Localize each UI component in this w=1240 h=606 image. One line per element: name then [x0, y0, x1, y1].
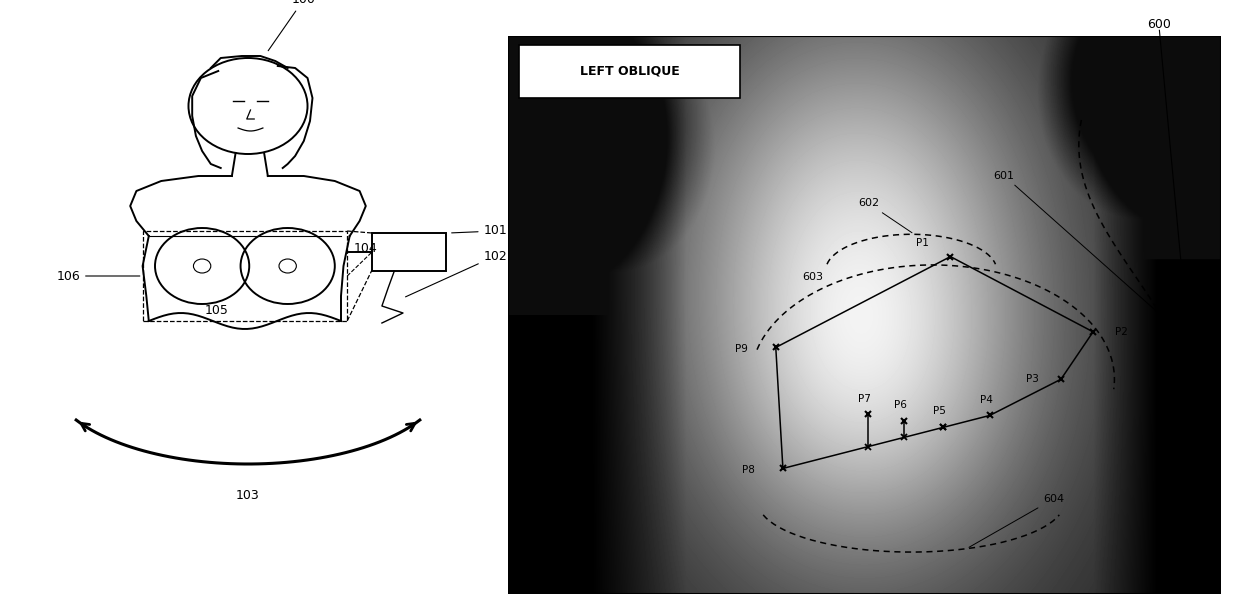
- Bar: [372, 233, 446, 271]
- Text: P6: P6: [894, 401, 906, 410]
- Text: P3: P3: [1025, 375, 1039, 384]
- Text: 106: 106: [56, 270, 140, 282]
- Text: P8: P8: [743, 465, 755, 474]
- Text: 101: 101: [451, 224, 507, 238]
- Text: P2: P2: [1115, 327, 1128, 337]
- Text: 105: 105: [205, 304, 229, 316]
- Text: P1: P1: [915, 238, 929, 248]
- Text: 104: 104: [353, 242, 377, 255]
- Text: 604: 604: [968, 494, 1064, 547]
- Text: 102: 102: [405, 250, 507, 297]
- Text: 602: 602: [858, 198, 911, 233]
- Bar: [143, 231, 347, 321]
- Text: 100: 100: [268, 0, 316, 51]
- Text: P5: P5: [934, 406, 946, 416]
- Text: P9: P9: [735, 344, 748, 353]
- Text: 603: 603: [802, 271, 823, 282]
- Text: 601: 601: [993, 170, 1159, 313]
- Text: 600: 600: [1147, 18, 1172, 31]
- Text: P4: P4: [980, 395, 992, 405]
- Text: P7: P7: [858, 394, 872, 404]
- Text: 103: 103: [236, 489, 260, 502]
- Text: LEFT OBLIQUE: LEFT OBLIQUE: [580, 64, 680, 78]
- FancyBboxPatch shape: [520, 45, 740, 98]
